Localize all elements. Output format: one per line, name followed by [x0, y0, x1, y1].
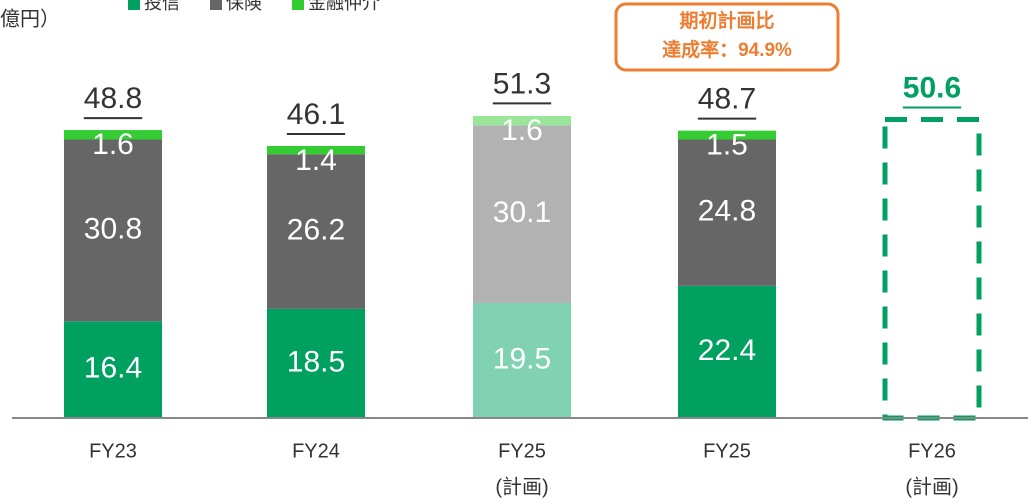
legend-swatch — [210, 0, 222, 10]
annotation-text: 達成率：94.9% — [662, 38, 792, 61]
legend-label: 投信 — [144, 0, 180, 13]
segment-label: 26.2 — [287, 213, 345, 246]
total-label: 50.6 — [903, 71, 961, 104]
segment-label: 24.8 — [698, 195, 756, 228]
bar-segment — [64, 139, 162, 322]
unit-label: 億円） — [0, 7, 60, 30]
segment-label: 18.5 — [287, 345, 345, 378]
segment-label: 1.5 — [706, 129, 748, 162]
segment-label: 30.1 — [493, 196, 551, 229]
x-tick-label: FY24 — [292, 440, 340, 462]
x-tick-label: FY23 — [89, 440, 137, 462]
bar-segment — [267, 154, 365, 309]
legend-swatch — [128, 0, 140, 10]
total-label: 46.1 — [287, 98, 345, 131]
segment-label: 1.6 — [501, 114, 543, 147]
legend-label: 保険 — [226, 0, 262, 13]
x-tick-label: (計画) — [495, 475, 548, 498]
legend-swatch — [292, 0, 304, 10]
bar-segment — [64, 321, 162, 418]
segment-label: 19.5 — [493, 342, 551, 375]
segment-label: 1.6 — [92, 128, 134, 161]
x-tick-label: FY26 — [908, 440, 956, 462]
bar-segment — [473, 302, 571, 418]
legend-label: 金融仲介 — [308, 0, 380, 13]
segment-label: 22.4 — [698, 334, 756, 367]
bar-segment — [473, 115, 571, 126]
bar-segment — [678, 139, 776, 286]
x-tick-label: FY25 — [498, 440, 546, 462]
x-tick-label: (計画) — [905, 475, 958, 498]
target-bar — [882, 116, 982, 421]
bar-segment — [267, 146, 365, 155]
total-label: 51.3 — [493, 67, 551, 100]
bar-segment — [473, 125, 571, 303]
bar-segment — [678, 130, 776, 140]
annotation-text: 期初計画比 — [679, 9, 774, 32]
segment-label: 1.4 — [295, 144, 337, 177]
total-label: 48.7 — [698, 83, 756, 116]
bar-segment — [678, 285, 776, 418]
segment-label: 30.8 — [84, 212, 142, 245]
x-tick-label: FY25 — [703, 440, 751, 462]
segment-label: 16.4 — [84, 352, 142, 385]
annotation-box — [614, 2, 840, 72]
total-label: 48.8 — [84, 82, 142, 115]
bar-segment — [267, 308, 365, 418]
bar-segment — [64, 130, 162, 140]
